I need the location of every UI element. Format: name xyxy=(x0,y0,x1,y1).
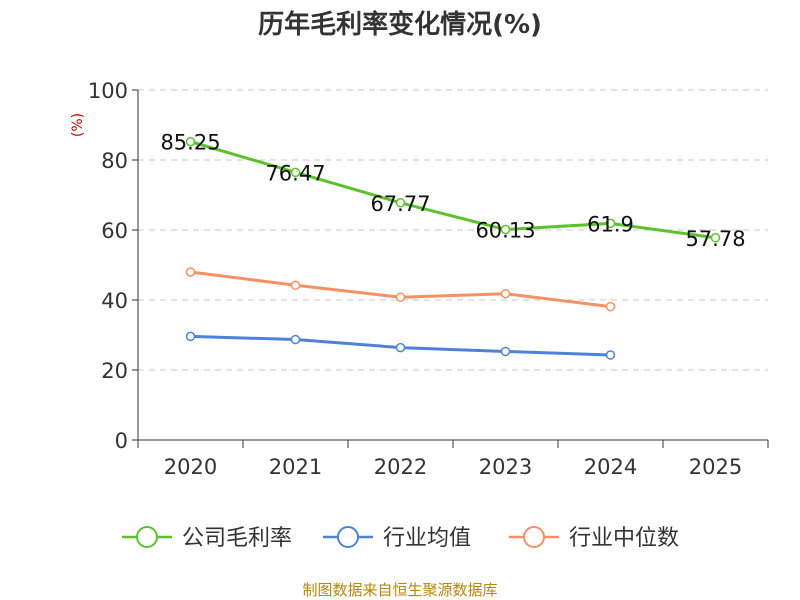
data-point xyxy=(605,350,616,360)
x-tick-label: 2020 xyxy=(164,455,217,479)
data-label: 76.47 xyxy=(265,161,325,185)
legend-item[interactable]: 行业中位数 xyxy=(509,526,679,551)
data-point xyxy=(395,342,406,353)
legend-label: 公司毛利率 xyxy=(182,526,292,551)
data-point xyxy=(500,288,511,299)
axes: 0 20 40 60 80 100 2020 2021 2022 2023 2024 2025 (%) xyxy=(70,79,769,479)
data-point xyxy=(710,233,721,243)
legend-marker xyxy=(136,526,158,548)
data-point xyxy=(605,301,616,312)
data-point xyxy=(500,224,511,235)
x-tick-label: 2021 xyxy=(269,455,322,479)
data-point xyxy=(185,267,196,277)
legend[interactable]: 公司毛利率 行业均值 行业中位数 xyxy=(122,526,679,551)
legend-marker xyxy=(337,526,359,548)
y-tick-label: 20 xyxy=(101,359,128,383)
data-point xyxy=(395,292,406,302)
series-line xyxy=(190,140,716,240)
data-label: 85.25 xyxy=(160,131,220,155)
legend-marker xyxy=(523,526,545,548)
legend-item[interactable]: 行业均值 xyxy=(323,526,471,551)
data-label: 57.78 xyxy=(685,227,745,251)
legend-label: 行业中位数 xyxy=(569,526,679,551)
y-axis-label: (%) xyxy=(70,113,86,137)
x-tick-label: 2025 xyxy=(689,455,742,479)
y-tick-label: 40 xyxy=(101,289,128,313)
data-point xyxy=(395,198,406,208)
data-point xyxy=(290,334,301,345)
data-point xyxy=(185,331,196,342)
series-lines xyxy=(185,136,721,360)
y-tick-label: 0 xyxy=(115,429,128,453)
data-label: 67.77 xyxy=(370,192,430,216)
grid-lines xyxy=(138,89,768,371)
legend-item[interactable]: 公司毛利率 xyxy=(122,526,292,551)
data-point xyxy=(185,136,196,147)
legend-label: 行业均值 xyxy=(383,526,471,551)
data-point xyxy=(290,167,301,178)
y-tick-label: 80 xyxy=(101,149,128,173)
data-label: 60.13 xyxy=(475,219,535,243)
chart-title: 历年毛利率变化情况(%) xyxy=(258,10,542,40)
data-label: 61.9 xyxy=(587,212,634,236)
data-point xyxy=(500,346,511,357)
y-tick-label: 100 xyxy=(88,79,128,103)
data-labels: 85.25 76.47 67.77 60.13 61.9 57.78 xyxy=(160,131,745,251)
x-tick-label: 2023 xyxy=(479,455,532,479)
x-tick-label: 2022 xyxy=(374,455,427,479)
x-tick-label: 2024 xyxy=(584,455,637,479)
source-credit: 制图数据来自恒生聚源数据库 xyxy=(302,581,498,599)
y-tick-label: 60 xyxy=(101,219,128,243)
data-point xyxy=(605,218,616,229)
data-point xyxy=(290,280,301,291)
